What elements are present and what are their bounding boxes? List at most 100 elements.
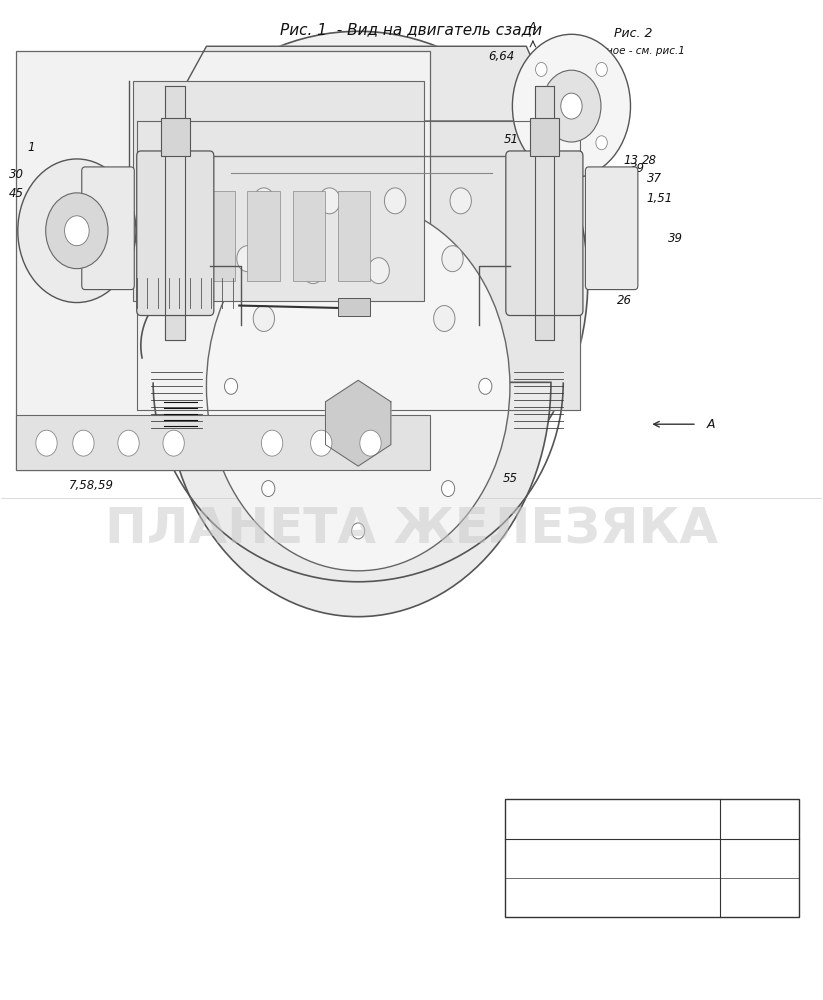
Text: 56: 56 — [173, 417, 188, 430]
Text: 15: 15 — [408, 291, 423, 304]
FancyBboxPatch shape — [81, 167, 134, 290]
Circle shape — [596, 136, 607, 150]
Text: 1: 1 — [27, 141, 35, 154]
Text: Рис. 1  - Вид на двигатель сзади: Рис. 1 - Вид на двигатель сзади — [281, 22, 542, 37]
Text: 13: 13 — [624, 154, 639, 167]
Bar — [16, 415, 430, 470]
Bar — [530, 118, 559, 156]
Bar — [202, 191, 235, 281]
Text: 28: 28 — [642, 154, 657, 167]
Circle shape — [262, 430, 283, 456]
Circle shape — [262, 481, 275, 497]
Text: Обозначение: Обозначение — [572, 813, 653, 826]
Circle shape — [368, 258, 389, 284]
Text: 39: 39 — [668, 232, 683, 245]
Circle shape — [360, 430, 381, 456]
Circle shape — [163, 430, 184, 456]
Text: 37: 37 — [18, 366, 34, 379]
Text: 45: 45 — [9, 187, 24, 200]
Circle shape — [384, 188, 406, 214]
Text: 13: 13 — [84, 154, 99, 167]
Text: 51: 51 — [504, 133, 519, 146]
Polygon shape — [165, 86, 185, 340]
Text: 41: 41 — [129, 113, 144, 126]
Text: 33: 33 — [100, 133, 115, 146]
Bar — [160, 118, 190, 156]
Circle shape — [560, 93, 582, 119]
Text: Рис. 2: Рис. 2 — [614, 27, 652, 40]
Text: 6,64: 6,64 — [489, 50, 515, 63]
Polygon shape — [326, 380, 391, 466]
Text: 5,62: 5,62 — [328, 439, 355, 452]
Circle shape — [310, 430, 332, 456]
Polygon shape — [165, 46, 559, 121]
Text: A: A — [707, 418, 715, 431]
Circle shape — [596, 62, 607, 76]
Circle shape — [536, 62, 547, 76]
Circle shape — [542, 70, 601, 142]
Bar — [505, 799, 798, 917]
Circle shape — [253, 306, 275, 331]
Text: 17: 17 — [65, 176, 81, 189]
Bar — [337, 298, 370, 316]
Bar — [292, 191, 325, 281]
Text: 37: 37 — [647, 172, 662, 185]
Circle shape — [64, 216, 89, 246]
Bar — [248, 191, 281, 281]
Polygon shape — [137, 121, 579, 410]
Text: 28: 28 — [18, 349, 34, 362]
Circle shape — [72, 430, 94, 456]
Circle shape — [237, 246, 258, 272]
Text: 1,51: 1,51 — [646, 192, 672, 205]
Text: 34: 34 — [378, 278, 393, 291]
Text: 11: 11 — [86, 276, 100, 289]
FancyBboxPatch shape — [585, 167, 638, 290]
Text: 30: 30 — [9, 168, 24, 181]
Wedge shape — [165, 382, 551, 617]
Text: 16: 16 — [249, 472, 263, 485]
Text: 23: 23 — [332, 55, 347, 68]
Circle shape — [479, 378, 492, 394]
Text: 2: 2 — [756, 891, 763, 904]
Text: 26: 26 — [18, 294, 34, 307]
Text: 740.30-1118000: 740.30-1118000 — [564, 852, 662, 865]
Circle shape — [18, 159, 136, 303]
Text: 55: 55 — [502, 472, 518, 485]
Text: 26: 26 — [617, 294, 632, 307]
Text: 740.30-1118000-01: 740.30-1118000-01 — [554, 891, 671, 904]
Text: ПЛАНЕТА ЖЕЛЕЗЯКА: ПЛАНЕТА ЖЕЛЕЗЯКА — [105, 506, 718, 554]
Bar — [133, 81, 424, 301]
Text: 1,50: 1,50 — [36, 197, 62, 210]
Circle shape — [302, 258, 323, 284]
Text: 19: 19 — [583, 133, 597, 146]
Text: 39: 39 — [18, 234, 34, 247]
Bar — [16, 51, 430, 470]
Circle shape — [319, 188, 340, 214]
Text: Рис.: Рис. — [746, 813, 772, 826]
Text: 7,58,59: 7,58,59 — [69, 479, 114, 492]
Circle shape — [434, 306, 455, 331]
FancyBboxPatch shape — [137, 151, 214, 316]
Polygon shape — [534, 86, 554, 340]
FancyBboxPatch shape — [506, 151, 583, 316]
Circle shape — [225, 378, 238, 394]
Text: 39: 39 — [630, 162, 644, 175]
Text: 1: 1 — [756, 852, 763, 865]
Circle shape — [450, 188, 472, 214]
Text: 19: 19 — [206, 50, 221, 63]
Text: 33: 33 — [607, 133, 622, 146]
Circle shape — [46, 193, 108, 269]
Circle shape — [207, 202, 510, 571]
Circle shape — [253, 188, 275, 214]
Circle shape — [441, 481, 454, 497]
Circle shape — [118, 430, 139, 456]
Text: Остальное - см. рис.1: Остальное - см. рис.1 — [568, 46, 686, 56]
Bar — [337, 191, 370, 281]
Circle shape — [351, 523, 365, 539]
Circle shape — [36, 430, 57, 456]
Text: А: А — [383, 476, 391, 489]
Circle shape — [536, 136, 547, 150]
Ellipse shape — [128, 31, 588, 530]
Circle shape — [513, 34, 630, 178]
Text: А: А — [529, 22, 537, 32]
